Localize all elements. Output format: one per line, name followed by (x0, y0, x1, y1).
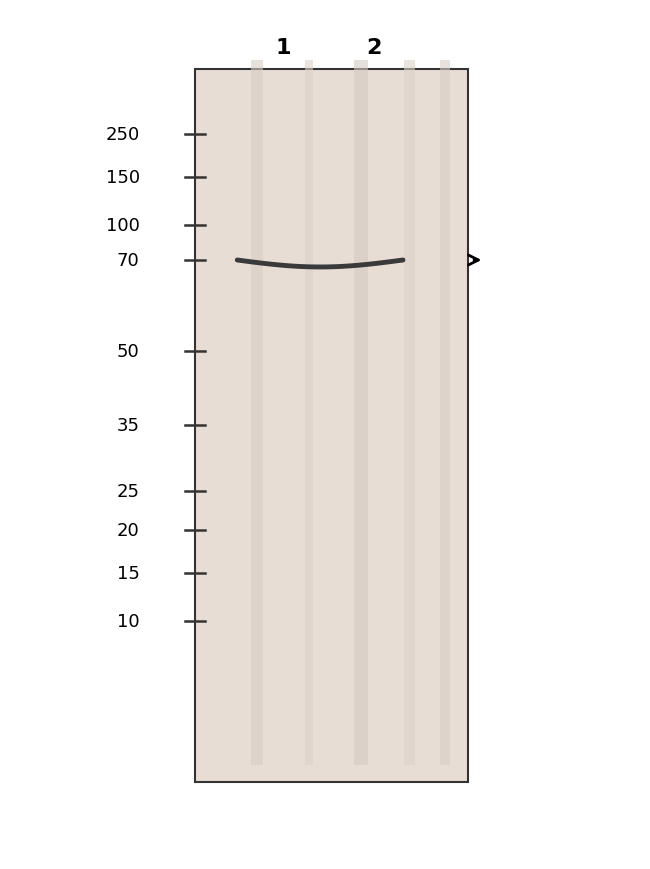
Text: 35: 35 (117, 417, 140, 434)
Text: 2: 2 (366, 38, 382, 57)
Text: 20: 20 (117, 521, 140, 539)
FancyBboxPatch shape (441, 61, 450, 765)
FancyBboxPatch shape (251, 61, 263, 765)
Text: 25: 25 (117, 482, 140, 500)
Text: 250: 250 (105, 126, 140, 143)
FancyBboxPatch shape (305, 61, 313, 765)
Text: 1: 1 (275, 38, 291, 57)
FancyBboxPatch shape (354, 61, 368, 765)
Text: 50: 50 (117, 343, 140, 361)
Text: 70: 70 (117, 252, 140, 269)
Text: 10: 10 (117, 613, 140, 630)
FancyBboxPatch shape (195, 70, 468, 782)
Text: 150: 150 (105, 169, 140, 187)
FancyBboxPatch shape (404, 61, 415, 765)
Text: 15: 15 (117, 565, 140, 582)
Text: 100: 100 (106, 217, 140, 235)
